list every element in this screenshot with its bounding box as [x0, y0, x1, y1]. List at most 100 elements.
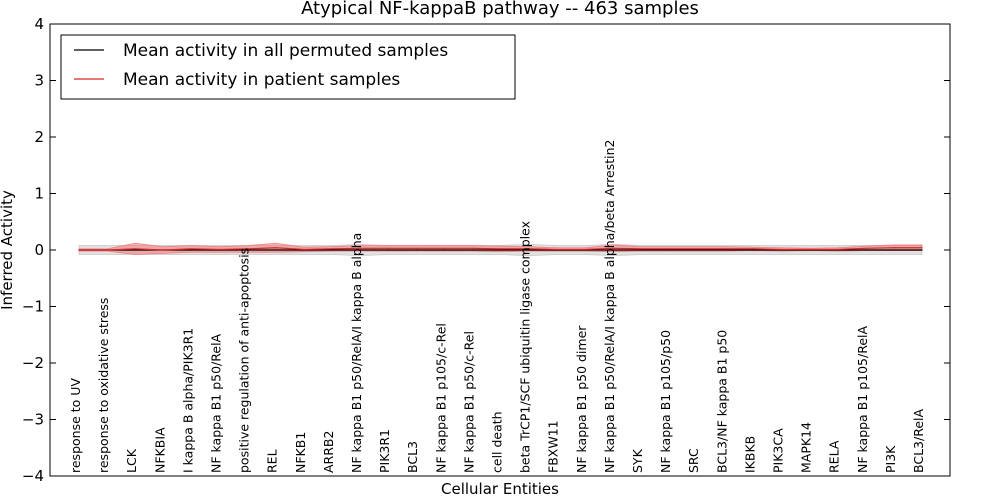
category-label: LCK: [124, 448, 139, 473]
series-1-point: [415, 247, 417, 249]
series-1-point: [668, 248, 670, 250]
y-tick-label: 0: [34, 241, 44, 259]
series-1-point: [106, 249, 108, 251]
series-1-point: [499, 248, 502, 250]
category-label: REL: [265, 449, 280, 473]
series-0-point: [865, 249, 867, 251]
series-1-point: [556, 248, 558, 251]
category-label: NF kappa B1 p50 dimer: [574, 325, 589, 473]
category-label: NF kappa B1 p50/c-Rel: [461, 331, 476, 473]
category-label: NFKBIA: [152, 427, 167, 473]
category-label: ARRB2: [321, 431, 336, 473]
legend-label-1: Mean activity in patient samples: [123, 70, 400, 90]
series-0-point: [471, 249, 473, 251]
series-0-point: [696, 249, 698, 251]
series-0-point: [443, 249, 445, 251]
series-0-point: [387, 249, 389, 251]
y-tick-label: 4: [34, 15, 44, 33]
category-label: NF kappa B1 p50/RelA: [209, 333, 224, 473]
legend: Mean activity in all permuted samples Mea…: [60, 34, 516, 100]
series-1-point: [275, 247, 277, 249]
series-0-point: [640, 249, 642, 251]
category-label: FBXW11: [546, 420, 561, 473]
category-label: NF kappa B1 p105/p50: [658, 330, 673, 473]
category-label: cell death: [490, 411, 505, 473]
y-tick-label: 2: [34, 128, 44, 146]
series-1-point: [387, 247, 389, 249]
y-axis-ticks: −4 −3 −2 −1 0 1 2 3 4: [22, 15, 950, 485]
series-0-point: [331, 249, 333, 251]
category-label: BCL3/NF kappa B1 p50: [714, 330, 729, 473]
category-label: NF kappa B1 p50/RelA/I kappa B alpha: [349, 233, 364, 473]
category-label: SYK: [630, 448, 645, 473]
category-label: beta TrCP1/SCF ubiquitin ligase complex: [518, 221, 533, 473]
series-1-point: [331, 248, 333, 250]
category-label: BCL3: [405, 441, 420, 473]
category-label: NFKB1: [293, 432, 308, 473]
legend-label-0: Mean activity in all permuted samples: [123, 41, 448, 61]
y-axis-label: Inferred Activity: [0, 190, 16, 310]
series-1-point: [893, 247, 895, 249]
x-axis-label: Cellular Entities: [441, 480, 559, 498]
series-1-point: [303, 248, 305, 251]
category-label: NF kappa B1 p50/RelA/I kappa B alpha/bet…: [602, 140, 617, 474]
series-1-point: [78, 249, 80, 251]
series-1-point: [162, 249, 164, 251]
y-tick-label: −2: [22, 354, 44, 372]
y-tick-label: 1: [34, 185, 44, 203]
series-0-point: [134, 249, 136, 251]
category-label: NF kappa B1 p105/c-Rel: [433, 323, 448, 473]
y-tick-label: −1: [22, 298, 44, 316]
series-1-point: [584, 248, 586, 251]
category-labels: response to UV response to oxidative stre…: [68, 140, 926, 474]
category-label: PIK3CA: [771, 428, 786, 473]
series-1-point: [752, 248, 755, 250]
series-0-point: [893, 249, 895, 251]
series-0-point: [190, 249, 192, 251]
series-1-point: [921, 247, 923, 249]
series-0-point: [275, 249, 277, 251]
category-label: IKBKB: [742, 436, 757, 473]
series-1-point: [865, 247, 867, 249]
series-1-point: [134, 248, 136, 250]
series-1-point: [724, 248, 726, 250]
category-label: PIK3R1: [377, 429, 392, 473]
category-label: I kappa B alpha/PIK3R1: [180, 328, 195, 473]
series-1-point: [443, 247, 445, 249]
y-tick-label: −4: [22, 467, 44, 485]
series-1-point: [190, 248, 192, 250]
category-label: RELA: [827, 440, 842, 473]
series-0-point: [612, 249, 614, 251]
series-1-point: [837, 248, 839, 251]
series-0-point: [752, 249, 755, 251]
category-label: response to UV: [68, 378, 83, 473]
series-1-point: [640, 248, 642, 250]
series-1-point: [218, 248, 221, 251]
series-0-point: [415, 249, 417, 251]
series-0-point: [359, 249, 361, 251]
series-1-point: [528, 248, 530, 250]
category-label: response to oxidative stress: [96, 298, 111, 473]
series-1-point: [359, 247, 361, 249]
series-0-point: [668, 249, 670, 251]
series-0-point: [247, 249, 249, 251]
series-0-point: [499, 249, 502, 251]
series-1-point: [612, 247, 614, 249]
series-1-point: [696, 248, 698, 250]
series-1-point: [247, 248, 249, 250]
category-label: NF kappa B1 p105/RelA: [855, 326, 870, 473]
series-0-point: [921, 249, 923, 251]
legend-box: [60, 34, 516, 100]
series-lines: [78, 247, 923, 251]
series-0-point: [724, 249, 726, 251]
y-tick-label: 3: [34, 72, 44, 90]
category-label: PI3K: [883, 445, 898, 473]
chart-title: Atypical NF-kappaB pathway -- 463 sample…: [301, 0, 699, 19]
series-1-point: [809, 248, 811, 251]
series-0-point: [528, 249, 530, 251]
category-label: BCL3/RelA: [911, 409, 926, 473]
category-label: positive regulation of anti-apoptosis: [237, 248, 252, 473]
y-tick-label: −3: [22, 411, 44, 429]
series-1-point: [780, 248, 783, 251]
